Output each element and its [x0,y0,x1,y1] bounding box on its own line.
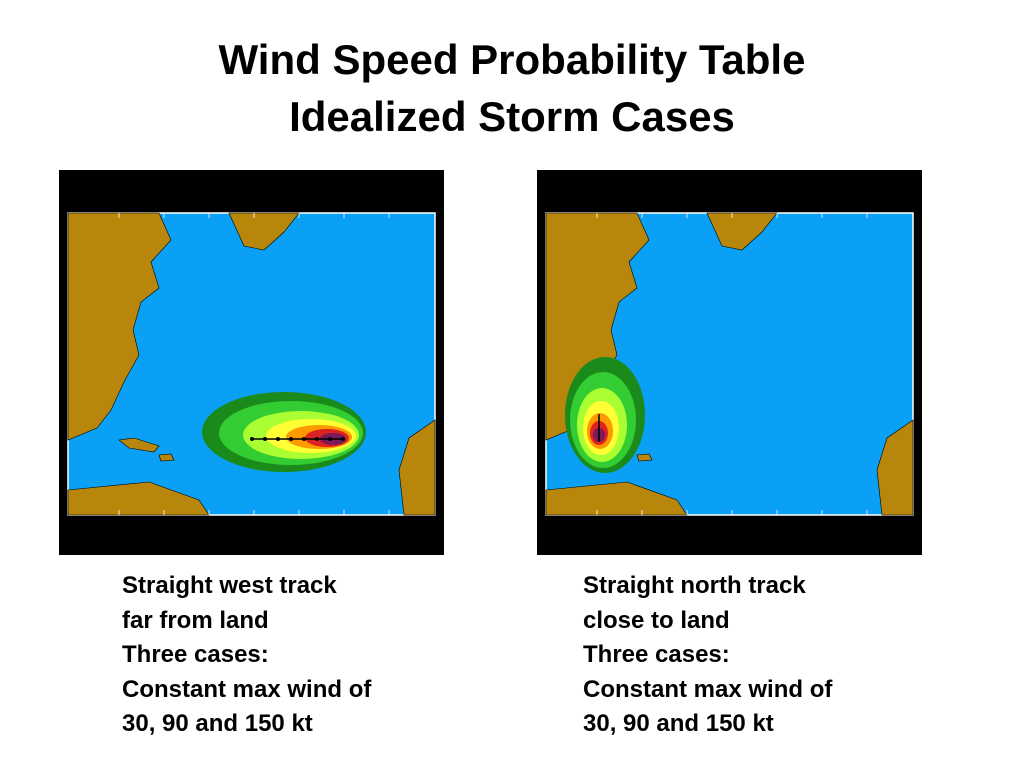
caption-line: Constant max wind of [122,675,372,703]
caption-line: Straight north track [583,572,806,599]
caption: Straight west track far from land Three … [122,569,371,742]
map-west-track [59,170,444,555]
caption-line: 30, 90 and 150 kt [583,710,774,737]
caption-line: Three cases: [122,641,269,668]
title-line: Idealized Storm Cases [289,93,735,140]
caption: Straight north track close to land Three… [583,569,832,742]
map-north-track [537,170,922,555]
title-line: Wind Speed Probability Table [218,36,806,83]
caption-line: close to land [583,606,730,634]
caption-line: 30, 90 and 150 kt [122,710,313,737]
caption-line: Three cases: [583,641,730,668]
caption-line: far from land [122,606,269,634]
caption-line: Constant max wind of [583,675,833,703]
caption-line: Straight west track [122,572,337,599]
